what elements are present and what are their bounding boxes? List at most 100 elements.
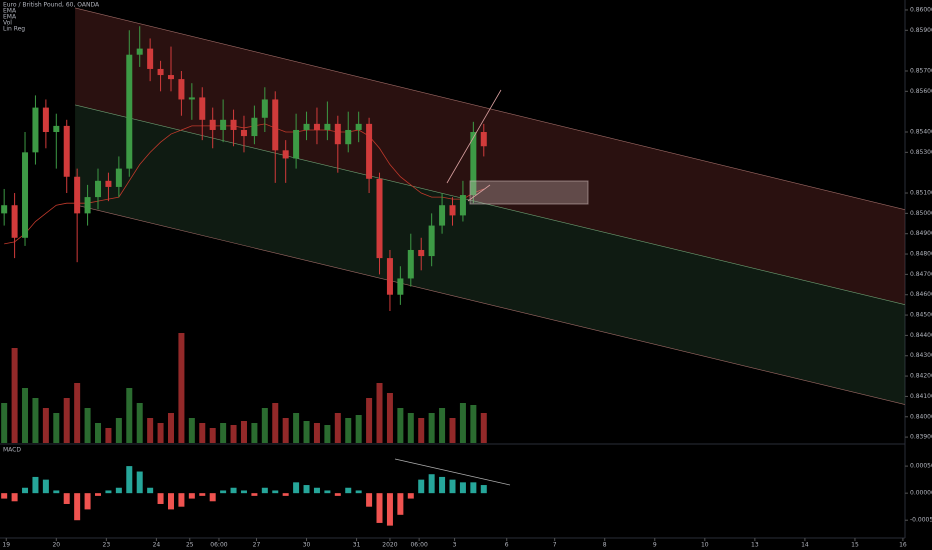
macd-bar [261, 487, 268, 494]
candle-body [282, 150, 289, 159]
volume-bar [11, 348, 18, 443]
x-tick-label: 20 [52, 542, 60, 549]
volume-bar [386, 393, 393, 443]
volume-bar [1, 403, 8, 443]
candle-body [32, 107, 39, 153]
macd-bar [74, 493, 81, 521]
macd-bar [167, 493, 174, 510]
volume-bar [157, 423, 164, 443]
drawing-rectangle [469, 180, 589, 205]
x-tick-label: 2020 [382, 542, 397, 549]
macd-bar [251, 493, 258, 496]
macd-bar [313, 487, 320, 494]
volume-bar [115, 418, 122, 443]
legend-entry: Lin Reg [3, 26, 25, 33]
regression-lower-band [75, 104, 906, 405]
volume-bar [74, 383, 81, 443]
macd-bar [209, 493, 216, 502]
volume-bar [334, 413, 341, 443]
volume-bar [324, 425, 331, 443]
volume-bar [418, 418, 425, 443]
volume-bar [63, 398, 70, 443]
volume-bar [366, 398, 373, 443]
macd-bar [418, 479, 425, 494]
volume-bar [126, 388, 133, 443]
drawing-trendline [467, 184, 491, 202]
candle-body [293, 129, 300, 159]
x-tick-label: 6 [505, 542, 509, 549]
x-tick-label: 9 [653, 542, 657, 549]
y-tick-label: 0.83900 [910, 434, 932, 441]
volume-bar [84, 408, 91, 443]
macd-bar [105, 490, 112, 494]
x-tick-label: 19 [2, 542, 10, 549]
volume-bar [95, 423, 102, 443]
macd-bar [95, 493, 102, 496]
volume-bar [220, 423, 227, 443]
x-tick-label: 25 [186, 542, 194, 549]
x-tick-label: 10 [701, 542, 709, 549]
macd-bar [376, 493, 383, 523]
regression-line [74, 104, 906, 305]
macd-bar [230, 487, 237, 494]
candle-body [324, 123, 331, 130]
x-tick-label: 06:00 [410, 542, 427, 549]
volume-bar [209, 428, 216, 443]
x-tick-label: 13 [751, 542, 759, 549]
candle-body [345, 129, 352, 145]
volume-bar [428, 413, 435, 443]
volume-bar [282, 418, 289, 443]
macd-bar [157, 493, 164, 504]
macd-bar [53, 490, 60, 494]
x-tick-label: 3 [453, 542, 457, 549]
macd-bar [355, 490, 362, 494]
legend-entry: EMA [3, 8, 17, 15]
macd-bar [345, 487, 352, 494]
volume-bar [293, 413, 300, 443]
regression-upper-band [75, 7, 906, 305]
macd-title: MACD [3, 447, 21, 454]
candle-body [167, 75, 174, 80]
candle-body [240, 129, 247, 137]
volume-bar [53, 413, 60, 443]
volume-bar [407, 413, 414, 443]
volume-bar [313, 423, 320, 443]
macd-bar [386, 493, 393, 526]
y-tick-label: 0.00000 [910, 490, 932, 497]
volume-bar [272, 403, 279, 443]
x-tick-label: 06:00 [210, 542, 227, 549]
volume-bar [105, 428, 112, 443]
legend-title: Euro / British Pound, 60, OANDA [3, 2, 100, 9]
candle-body [22, 152, 29, 238]
drawing-trendline [446, 89, 502, 184]
candle-body [386, 258, 393, 295]
candle-body [261, 99, 268, 118]
candle-body [115, 168, 122, 187]
candle-body [418, 249, 425, 257]
volume-bar [439, 408, 446, 443]
volume-bar [459, 403, 466, 443]
x-tick-label: 14 [801, 542, 809, 549]
x-tick-label: 30 [303, 542, 311, 549]
candle-body [376, 178, 383, 259]
candle-body [209, 119, 216, 130]
x-tick-label: 24 [153, 542, 161, 549]
macd-bar [32, 476, 39, 494]
macd-bar [136, 471, 143, 494]
macd-bar [199, 493, 206, 496]
candle-body [251, 117, 258, 137]
macd-bar [334, 493, 341, 496]
volume-bar [22, 388, 29, 443]
macd-bar [397, 493, 404, 515]
